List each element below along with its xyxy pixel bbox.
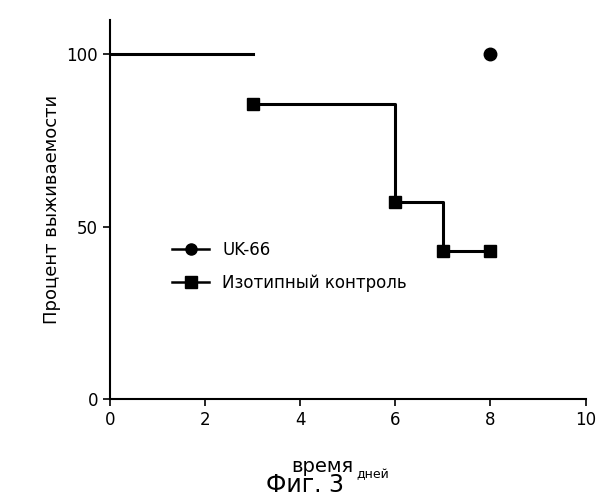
Text: Фиг. 3: Фиг. 3 xyxy=(266,473,344,497)
Y-axis label: Процент выживаемости: Процент выживаемости xyxy=(43,95,61,324)
Legend: UK-66, Изотипный контроль: UK-66, Изотипный контроль xyxy=(166,235,414,298)
Text: время: время xyxy=(292,457,354,476)
Text: дней: дней xyxy=(357,468,390,481)
